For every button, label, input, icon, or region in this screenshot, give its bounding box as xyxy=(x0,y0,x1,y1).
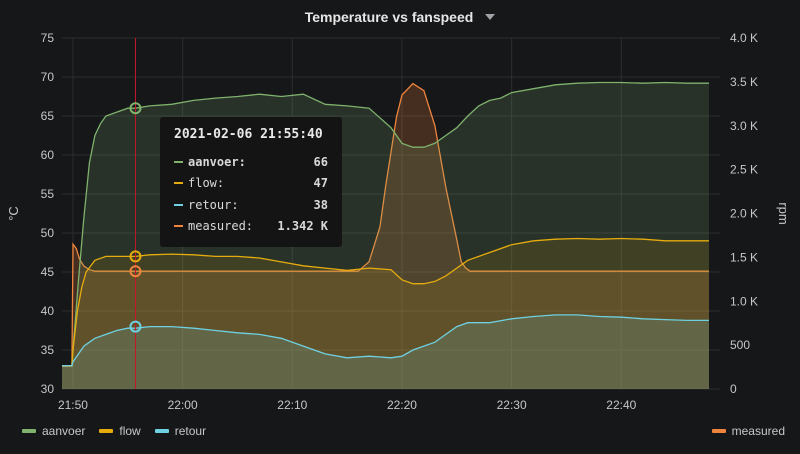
y-left-tick-label: 65 xyxy=(41,109,55,123)
legend-label-retour: retour xyxy=(174,424,207,438)
y-left-tick-label: 70 xyxy=(41,70,55,84)
y-left-tick-label: 75 xyxy=(41,31,55,45)
hover-tooltip: 2021-02-06 21:55:40 aanvoer: 66 flow: 47 ret… xyxy=(160,117,342,247)
y-right-tick-label: 500 xyxy=(730,338,750,352)
y-right-tick-label: 0 xyxy=(730,382,737,396)
x-tick-label: 22:30 xyxy=(497,398,527,412)
legend-swatch-retour xyxy=(154,429,169,433)
panel-header: Temperature vs fanspeed xyxy=(0,0,800,34)
legend-swatch-flow xyxy=(99,429,114,433)
x-tick-label: 21:50 xyxy=(58,398,88,412)
tooltip-swatch-measured xyxy=(174,225,183,228)
hover-point-aanvoer xyxy=(129,102,142,115)
tooltip-swatch-aanvoer xyxy=(174,160,183,163)
legend-label-measured: measured xyxy=(731,424,785,438)
x-tick-label: 22:00 xyxy=(168,398,198,412)
series-line-aanvoer xyxy=(62,81,709,367)
y-left-tick-label: 30 xyxy=(41,382,55,396)
tooltip-row-flow: flow: 47 xyxy=(174,173,328,195)
y-left-tick-label: 45 xyxy=(41,265,55,279)
tooltip-series-value: 38 xyxy=(313,197,328,212)
y-right-tick-label: 3.5 K xyxy=(730,75,758,89)
y-right-tick-label: 4.0 K xyxy=(730,31,758,45)
panel-title-menu[interactable]: Temperature vs fanspeed xyxy=(305,9,496,25)
legend-item-measured[interactable]: measured xyxy=(711,424,785,438)
tooltip-row-measured: measured: 1.342 K xyxy=(174,216,328,238)
legend-label-flow: flow xyxy=(119,424,141,438)
tooltip-series-name: retour: xyxy=(188,197,239,212)
y-left-tick-label: 60 xyxy=(41,148,55,162)
y-left-tick-label: 35 xyxy=(41,343,55,357)
y-right-tick-label: 3.0 K xyxy=(730,119,758,133)
y-right-tick-label: 2.0 K xyxy=(730,207,758,221)
y-left-tick-label: 50 xyxy=(41,226,55,240)
tooltip-series-value: 47 xyxy=(313,176,328,191)
series-line-retour xyxy=(62,314,709,367)
tooltip-series-name: aanvoer: xyxy=(188,154,246,169)
panel-title: Temperature vs fanspeed xyxy=(304,9,474,25)
tooltip-time: 2021-02-06 21:55:40 xyxy=(174,127,323,142)
tooltip-series-value: 66 xyxy=(313,154,328,169)
hover-point-flow xyxy=(129,250,142,263)
hover-point-retour xyxy=(129,320,142,333)
legend-item-aanvoer[interactable]: aanvoer xyxy=(22,424,85,438)
tooltip-series-value: 1.342 K xyxy=(277,219,328,234)
y-right-axis-label: rpm xyxy=(776,202,791,224)
tooltip-swatch-retour xyxy=(174,203,183,206)
tooltip-row-aanvoer: aanvoer: 66 xyxy=(174,151,328,173)
legend-item-retour[interactable]: retour xyxy=(154,424,207,438)
series-line-flow xyxy=(62,237,709,367)
legend-right: measured xyxy=(711,422,785,440)
series-area-retour xyxy=(62,314,709,389)
legend-item-flow[interactable]: flow xyxy=(99,424,141,438)
y-left-tick-label: 55 xyxy=(41,187,55,201)
series-line-measured xyxy=(62,82,709,367)
y-right-tick-label: 2.5 K xyxy=(730,163,758,177)
chevron-down-icon[interactable] xyxy=(485,14,496,20)
tooltip-swatch-flow xyxy=(174,182,183,185)
tooltip-series-name: flow: xyxy=(188,176,225,191)
x-tick-label: 22:20 xyxy=(387,398,417,412)
legend-swatch-aanvoer xyxy=(22,429,36,433)
legend-swatch-measured xyxy=(711,429,726,433)
hover-point-measured xyxy=(129,265,142,278)
y-right-tick-label: 1.0 K xyxy=(730,294,758,308)
legend-label-aanvoer: aanvoer xyxy=(42,424,86,438)
y-left-tick-label: 40 xyxy=(41,304,55,318)
legend-left: aanvoer flow retour xyxy=(22,422,206,440)
series-area-flow xyxy=(62,238,709,389)
y-left-axis-label: °C xyxy=(6,206,21,221)
x-tick-label: 22:10 xyxy=(277,398,307,412)
y-right-tick-label: 1.5 K xyxy=(730,250,758,264)
tooltip-series-name: measured: xyxy=(188,219,254,234)
x-tick-label: 22:40 xyxy=(606,398,636,412)
tooltip-row-retour: retour: 38 xyxy=(174,194,328,216)
series-area-measured xyxy=(62,83,709,389)
